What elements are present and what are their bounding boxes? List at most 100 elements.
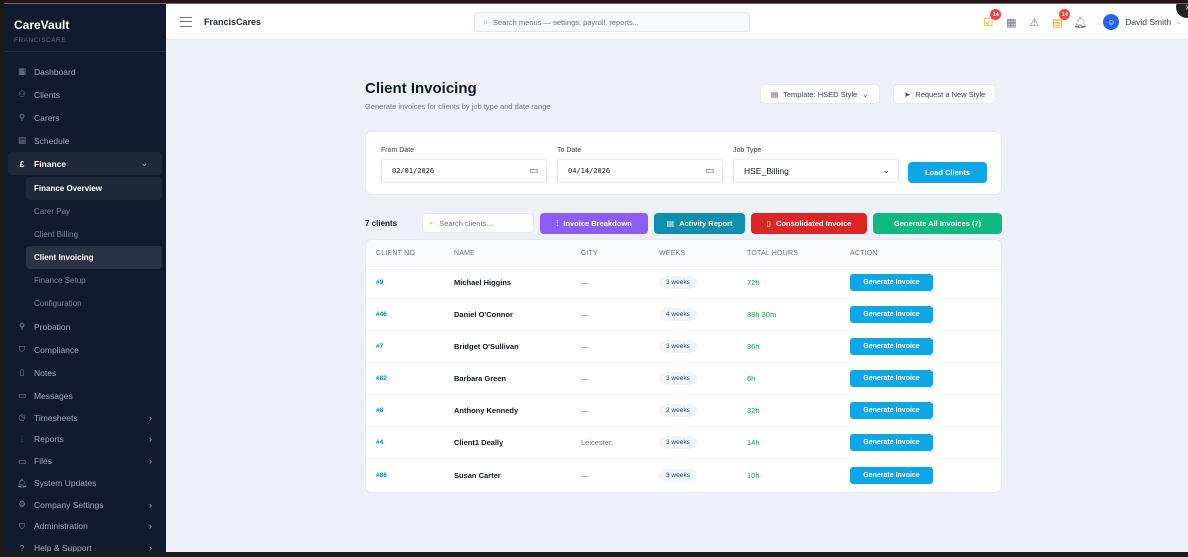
sidebar-subitem-configuration[interactable]: Configuration — [26, 292, 162, 315]
generate-invoice-button[interactable]: Generate Invoice — [850, 402, 933, 419]
chevron-right-icon: › — [149, 542, 152, 553]
client-name: Daniel O'Connor — [454, 310, 513, 319]
sidebar: CareVault FRANCISCARE ▦ Dashboard ⚇ Client… — [4, 4, 166, 552]
chevron-right-icon: › — [149, 499, 152, 510]
sidebar-subitem-finance-setup[interactable]: Finance Setup — [26, 269, 162, 292]
notification-badge: 14 — [1059, 9, 1071, 20]
sidebar-item-label: Reports — [34, 434, 64, 444]
from-date-label: From Date — [381, 147, 415, 154]
sidebar-item-timesheets[interactable]: ◷ Timesheets › — [4, 407, 166, 428]
table-row: #82 Barbara Green — 3 weeks 6h Generate … — [366, 363, 1001, 395]
message-icon: ▭ — [17, 390, 27, 400]
clients-toolbar: 7 clients ⌕ Search clients... ⫶ Invoice B… — [365, 213, 1002, 234]
calendar-icon[interactable]: ▭ — [529, 166, 538, 176]
template-dropdown[interactable]: ▤ Template: HSED Style ⌄ — [760, 84, 880, 104]
sidebar-item-company-settings[interactable]: ⚙ Company Settings › — [4, 494, 166, 515]
help-icon: ? — [19, 542, 25, 553]
sidebar-item-compliance[interactable]: ⛉ Compliance — [4, 338, 166, 361]
sidebar-subitem-carer-pay[interactable]: Carer Pay — [26, 200, 162, 223]
sidebar-subitem-client-invoicing[interactable]: Client Invoicing — [26, 246, 162, 269]
note-icon: ▯ — [19, 367, 25, 377]
search-icon: ⌕ — [483, 16, 489, 27]
task-icon[interactable]: ☑ 14 — [981, 9, 1002, 29]
users-icon: ⚇ — [18, 89, 26, 99]
sidebar-item-messages[interactable]: ▭ Messages — [4, 384, 166, 407]
sidebar-item-label: Probation — [34, 321, 71, 332]
client-no[interactable]: #46 — [376, 311, 387, 318]
sidebar-item-files[interactable]: ▭ Files › — [4, 450, 166, 472]
button-label: Activity Report — [679, 219, 733, 228]
menu-search-input[interactable]: ⌕ Search menus — settings, payroll, repo… — [474, 12, 750, 32]
consolidated-invoice-button[interactable]: ▯ Consolidated Invoice — [751, 213, 867, 234]
topbar-actions: ☑ 14 ▦ ⚠ ▤ 14 🔔︎ ☺ David Smith ⌄ — [972, 4, 1182, 40]
chevron-right-icon: › — [149, 521, 152, 531]
document-icon: ▤ — [771, 89, 779, 99]
to-date-input[interactable]: 04/14/2026 ▭ — [557, 159, 723, 183]
table-row: #9 Michael Higgins — 3 weeks 72h Generat… — [366, 267, 1001, 299]
invoice-breakdown-button[interactable]: ⫶ Invoice Breakdown — [540, 213, 648, 234]
notification-badge: 14 — [990, 9, 1002, 20]
close-icon[interactable]: › — [1176, 4, 1188, 18]
chevron-right-icon: › — [149, 434, 152, 444]
sidebar-item-label: Finance — [34, 158, 67, 169]
client-no[interactable]: #9 — [376, 279, 384, 286]
sidebar-item-reports[interactable]: ⫶ Reports › — [4, 428, 166, 450]
table-row: #4 Client1 Deally Leicester, 3 weeks 14h… — [366, 427, 1001, 459]
request-style-button[interactable]: ➤ Request a New Style — [893, 84, 997, 104]
user-menu[interactable]: ☺ David Smith ⌄ — [1103, 14, 1182, 30]
activity-report-button[interactable]: ▤ Activity Report — [654, 213, 745, 234]
client-no[interactable]: #7 — [376, 343, 384, 350]
table-row: #46 Daniel O'Connor — 4 weeks 38h 30m Ge… — [366, 299, 1001, 331]
client-no[interactable]: #86 — [376, 471, 387, 479]
page-title: Client Invoicing — [365, 80, 477, 97]
sidebar-item-system-updates[interactable]: 🔔︎ System Updates — [4, 472, 166, 494]
total-hours: 14h — [747, 438, 760, 447]
client-no[interactable]: #8 — [376, 407, 384, 414]
sidebar-subitem-label: Carer Pay — [34, 207, 71, 216]
generate-invoice-button[interactable]: Generate Invoice — [850, 338, 933, 355]
sidebar-item-administration[interactable]: ⛉ Administration › — [4, 515, 166, 537]
from-date-input[interactable]: 02/01/2026 ▭ — [381, 159, 547, 183]
bell-icon[interactable]: 🔔︎ — [1073, 16, 1088, 29]
generate-invoice-button[interactable]: Generate Invoice — [850, 274, 933, 291]
generate-invoice-button[interactable]: Generate Invoice — [850, 306, 933, 323]
file-icon: ▯ — [766, 219, 771, 228]
job-type-select[interactable]: HSE_Billing ⌄ — [733, 159, 899, 183]
sidebar-item-notes[interactable]: ▯ Notes — [4, 361, 166, 384]
generate-all-invoices-button[interactable]: Generate All Invoices (7) — [873, 213, 1002, 234]
bar-chart-icon: ⫶ — [556, 218, 559, 228]
client-count: 7 clients — [365, 219, 398, 228]
sidebar-item-dashboard[interactable]: ▦ Dashboard — [4, 60, 166, 83]
weeks-badge: 3 weeks — [659, 372, 697, 385]
sidebar-subitem-finance-overview[interactable]: Finance Overview — [26, 177, 162, 200]
table-header: CLIENT NO NAME CITY WEEKS TOTAL HOURS AC… — [366, 240, 1001, 267]
client-search-input[interactable]: ⌕ Search clients... — [422, 213, 534, 233]
sidebar-item-label: System Updates — [34, 478, 97, 488]
client-no[interactable]: #82 — [376, 375, 387, 382]
to-date-label: To Date — [557, 147, 582, 154]
sidebar-nav: ▦ Dashboard ⚇ Clients ⚲ Carers ▤ Schedule £ F… — [4, 52, 166, 552]
warning-icon[interactable]: ⚠ — [1029, 16, 1040, 29]
calendar-clock-icon[interactable]: ▦ — [1006, 16, 1017, 29]
sidebar-item-label: Help & Support — [34, 542, 92, 553]
sidebar-item-carers[interactable]: ⚲ Carers — [4, 106, 166, 129]
sidebar-subitem-client-billing[interactable]: Client Billing — [26, 223, 162, 246]
generate-invoice-button[interactable]: Generate Invoice — [850, 370, 933, 387]
sidebar-item-label: Messages — [34, 390, 73, 401]
client-no[interactable]: #4 — [376, 439, 384, 446]
menu-icon[interactable] — [180, 16, 192, 27]
sidebar-item-help-support[interactable]: ? Help & Support › — [4, 537, 166, 553]
sidebar-item-clients[interactable]: ⚇ Clients — [4, 83, 166, 106]
calendar-icon[interactable]: ▭ — [705, 166, 714, 176]
sidebar-item-schedule[interactable]: ▤ Schedule — [4, 129, 166, 152]
inbox-icon[interactable]: ▤ 14 — [1050, 9, 1071, 29]
load-clients-button[interactable]: Load Clients — [908, 162, 987, 183]
bar-chart-icon: ⫶ — [20, 433, 24, 444]
weeks-badge: 3 weeks — [659, 468, 697, 482]
sidebar-item-probation[interactable]: ⚲ Probation — [4, 315, 166, 338]
generate-invoice-button[interactable]: Generate Invoice — [850, 466, 933, 484]
generate-invoice-button[interactable]: Generate Invoice — [850, 434, 933, 451]
weeks-badge: 3 weeks — [659, 340, 697, 353]
sidebar-item-finance[interactable]: £ Finance ⌄ — [8, 152, 162, 175]
sidebar-item-label: Clients — [34, 89, 60, 100]
